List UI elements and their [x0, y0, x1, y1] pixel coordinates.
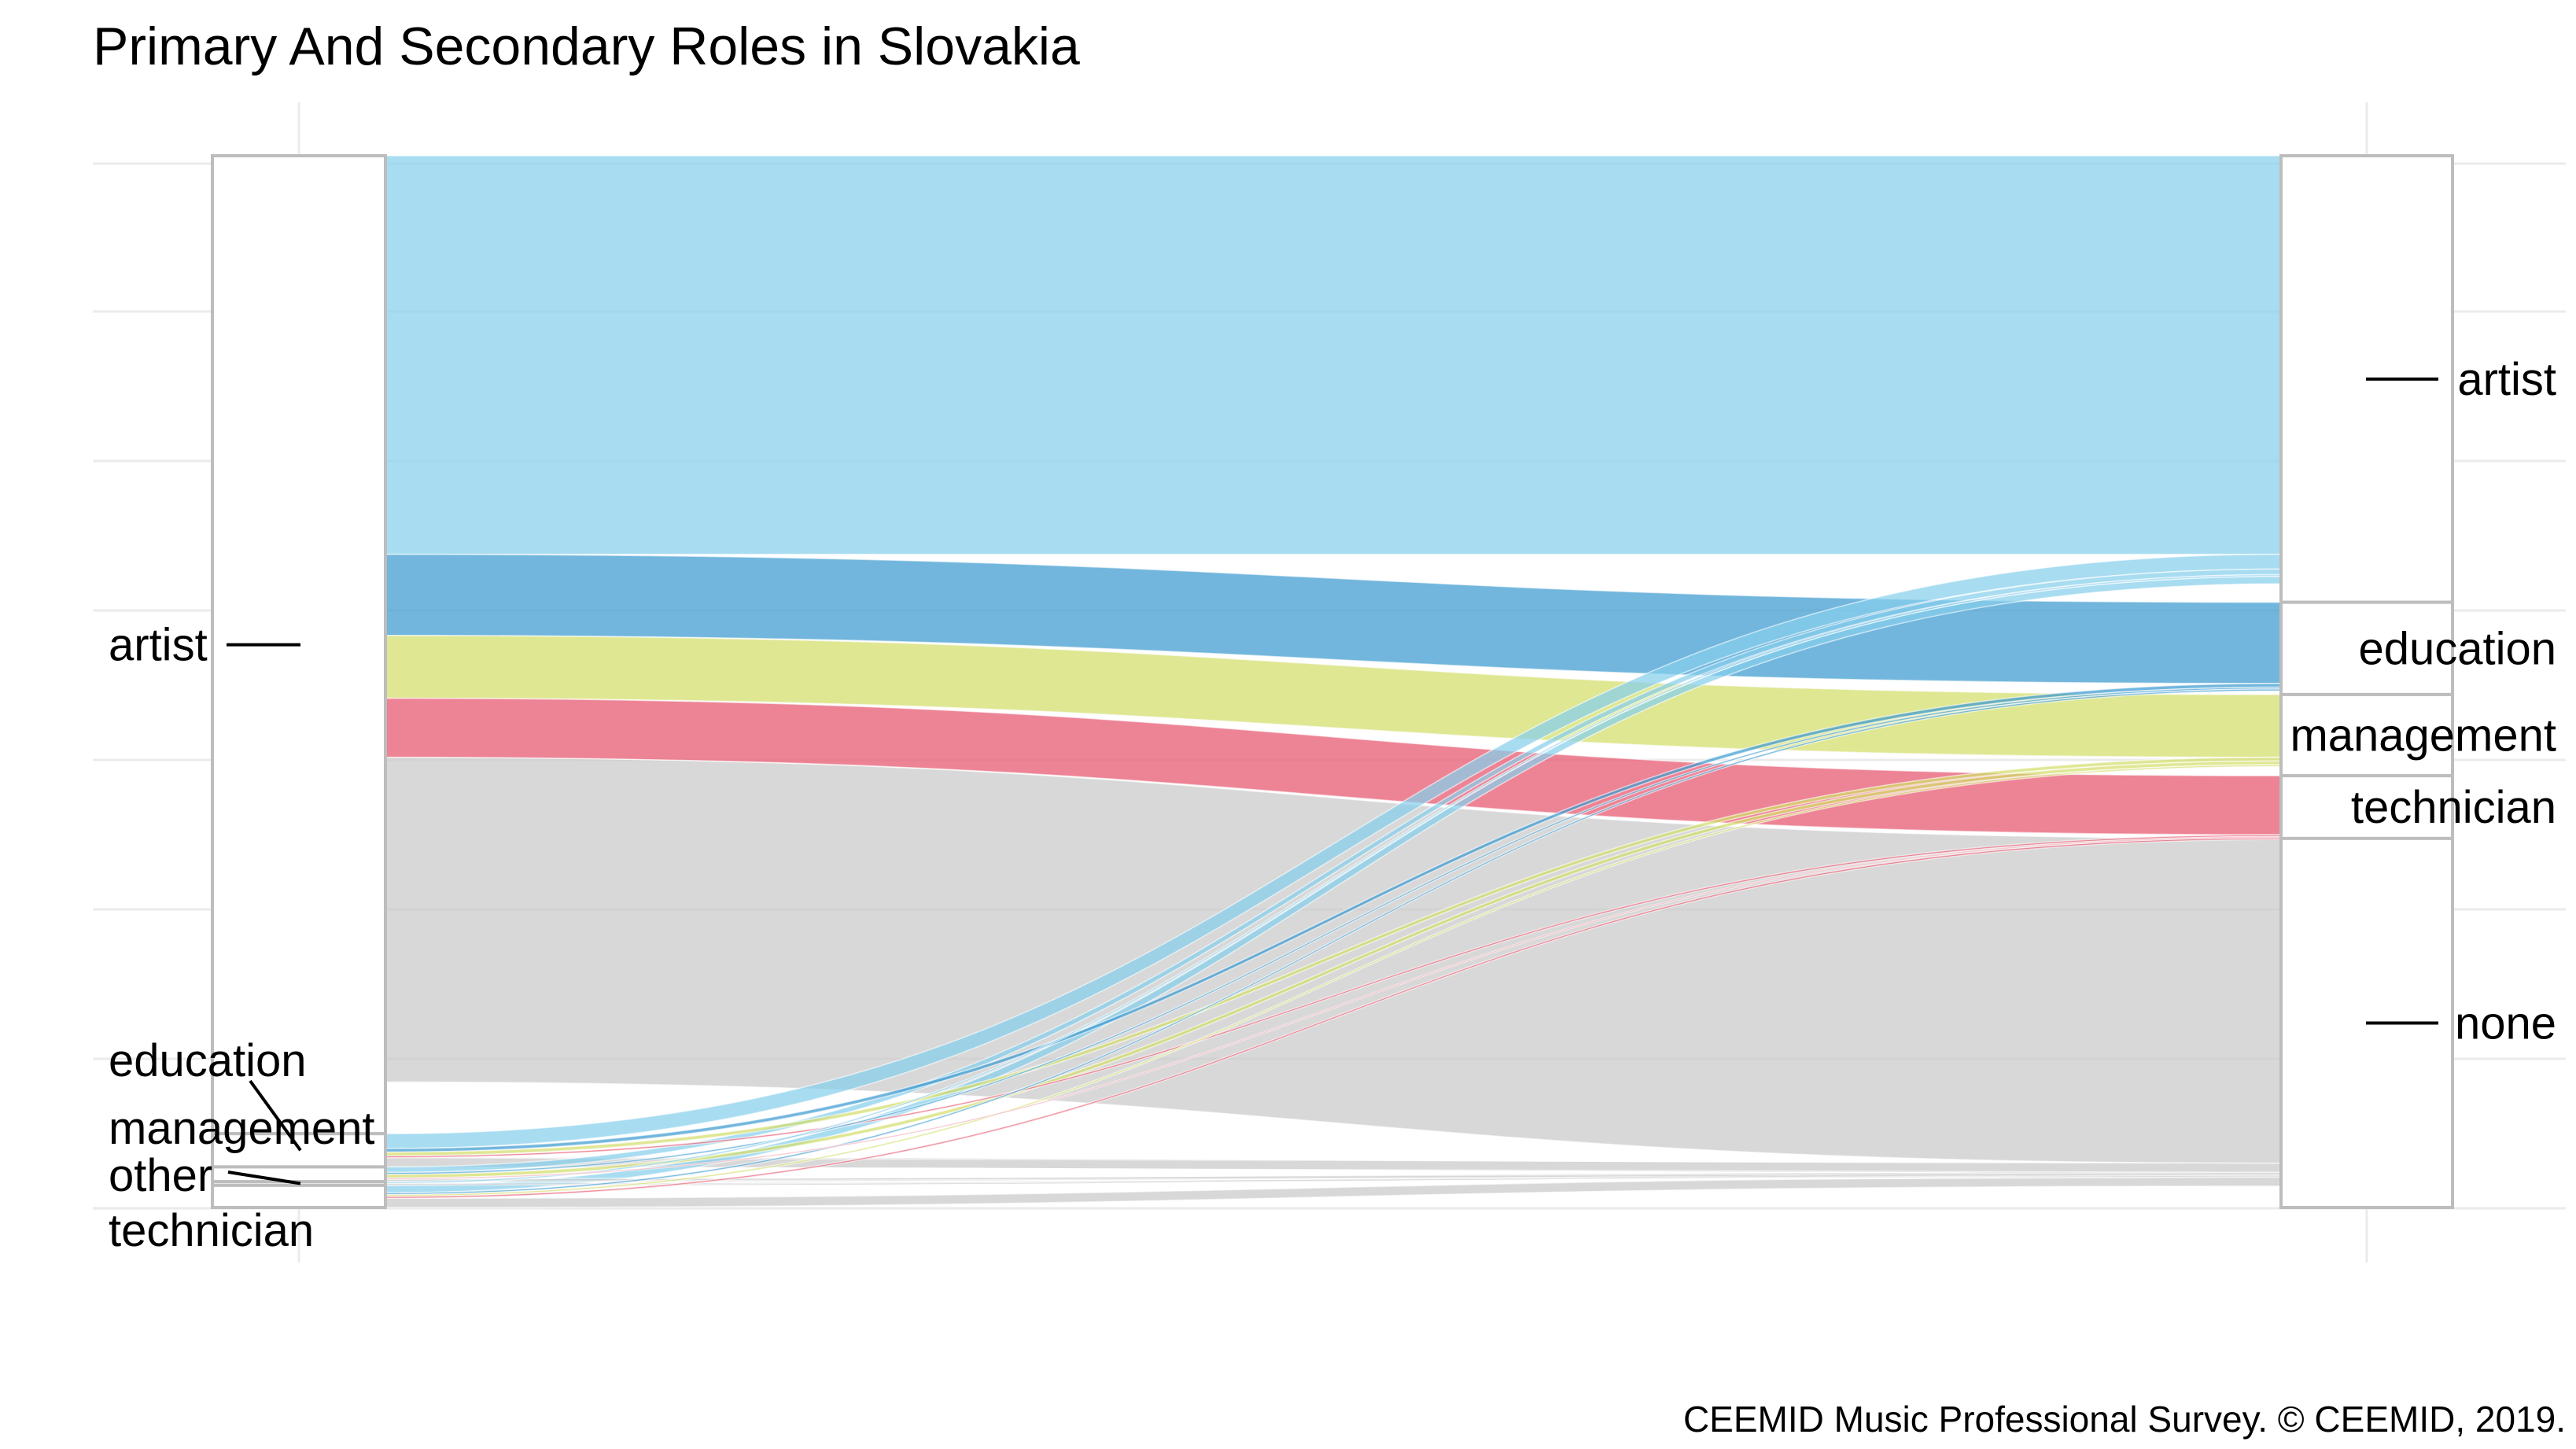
chart-caption: CEEMID Music Professional Survey. © CEEM… [1683, 1399, 2566, 1440]
leader-line [249, 1079, 302, 1152]
flows [385, 155, 2282, 1208]
chart-title: Primary And Secondary Roles in Slovakia [93, 17, 1080, 76]
flow-artist-to-artist [385, 155, 2282, 555]
right-label-management: management [2290, 710, 2556, 761]
left-label-education: education [109, 1035, 307, 1086]
left-label-artist: artist [109, 620, 208, 671]
left-label-other: other [109, 1150, 212, 1201]
right-label-artist: artist [2457, 354, 2556, 405]
right-label-none: none [2455, 997, 2556, 1049]
left-label-management: management [109, 1103, 375, 1154]
right-label-education: education [2358, 623, 2556, 674]
right-stratum-technician [2279, 774, 2454, 840]
left-stratum-technician [211, 1183, 387, 1210]
left-label-technician: technician [109, 1205, 314, 1256]
stratum-labels: artisteducationmanagementothertechnician… [109, 354, 2556, 1256]
leader-line [227, 1171, 301, 1185]
right-label-technician: technician [2351, 782, 2556, 833]
